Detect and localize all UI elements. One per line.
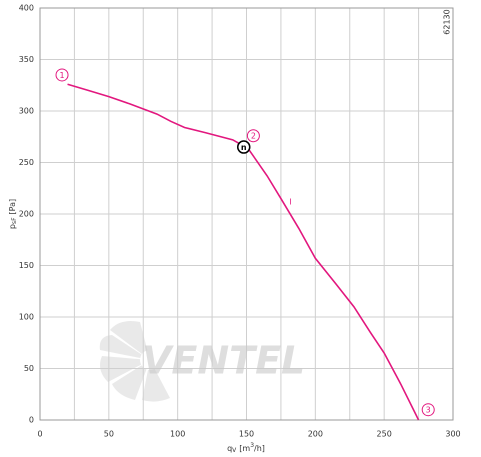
annotation-circle [421,403,435,417]
plot-frame [39,7,454,421]
x-tick-label: 50 [104,430,114,439]
annotation-label: 1 [59,71,64,80]
y-tick-label: 200 [19,210,34,219]
x-label-end: /h] [254,444,265,453]
annotation-circle [55,68,69,82]
y-label-unit: [Pa] [8,199,17,215]
annotation-circle [246,129,260,143]
watermark: VENTEL [142,339,305,383]
annotation: n [236,140,251,154]
x-tick-label: 250 [377,430,392,439]
annotation: 2 [246,129,260,143]
x-tick-label: 150 [239,430,254,439]
x-tick-label: 0 [37,430,42,439]
annotation: I [289,198,291,207]
x-label-sup: 3 [250,442,254,449]
x-label-unit: [m [239,444,250,453]
y-tick-label: 400 [19,4,34,13]
code-label: 62130 [443,9,452,34]
annotation-label: 3 [426,406,431,415]
y-label-sub: sF [11,217,18,224]
y-axis-label: psF [Pa] [8,199,18,229]
annotation-label: n [241,143,247,152]
annotation: 3 [421,403,435,417]
annotation-label: I [289,198,291,207]
y-tick-label: 100 [19,313,34,322]
x-tick-label: 200 [308,430,323,439]
y-tick-label: 0 [29,416,34,425]
y-tick-label: 250 [19,158,34,167]
y-tick-label: 150 [19,261,34,270]
annotation-label: 2 [251,132,256,141]
x-label-main: q [227,444,232,453]
x-tick-label: 300 [445,430,460,439]
y-tick-label: 50 [24,364,34,373]
y-label-main: p [8,224,17,229]
x-label-sub: V [232,447,237,454]
y-tick-label: 350 [19,55,34,64]
annotation-circle [236,140,251,154]
annotation: 1 [55,68,69,82]
x-axis-label: qV [m3/h] [227,442,265,454]
y-tick-label: 300 [19,107,34,116]
x-tick-label: 100 [170,430,185,439]
